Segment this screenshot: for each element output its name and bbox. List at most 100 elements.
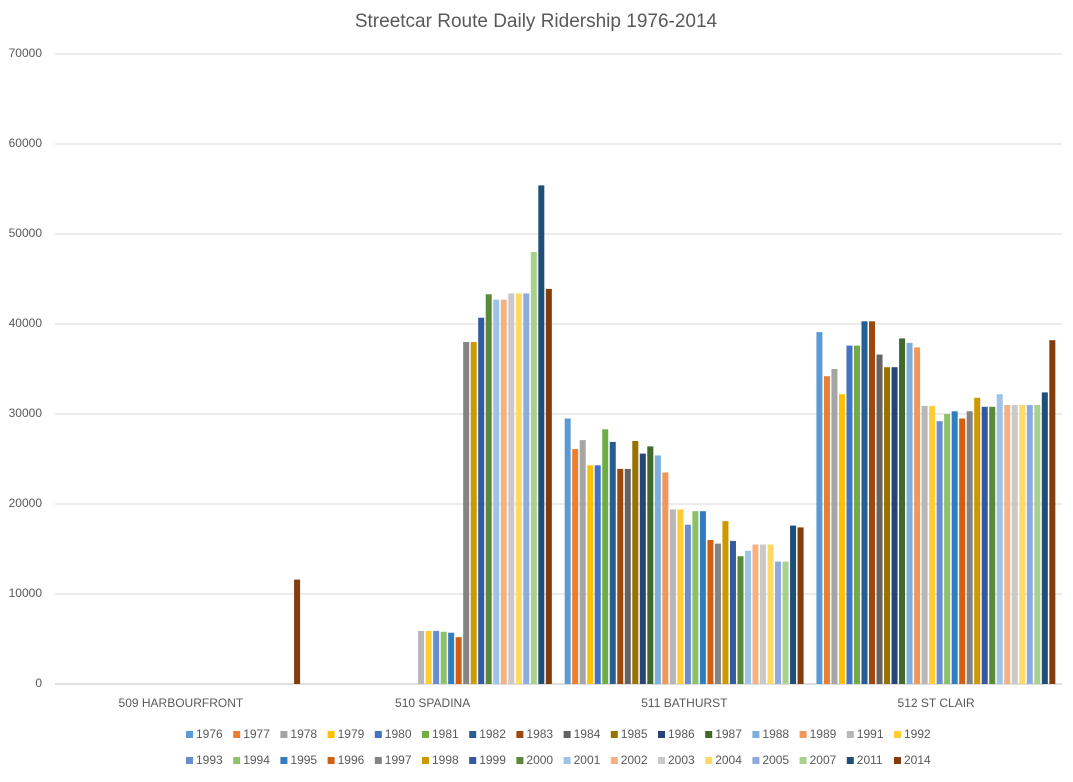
x-tick-label: 511 BATHURST [641,696,728,710]
legend-label: 1997 [385,753,412,767]
bar [722,521,729,684]
legend-label: 1976 [196,727,223,741]
bar [1049,340,1056,684]
bar [737,556,744,684]
bar [951,411,958,684]
bar [485,294,492,684]
bar [707,540,714,684]
legend-swatch [186,757,193,764]
legend-swatch [752,757,760,764]
legend-label: 1989 [810,727,837,741]
legend-label: 2005 [762,753,789,767]
legend-label: 2001 [574,753,601,767]
bar [929,405,936,684]
legend-swatch [610,731,618,738]
legend-swatch [894,757,901,764]
legend-label: 1980 [385,727,412,741]
legend-swatch [705,731,713,738]
y-tick-label: 50000 [9,226,43,240]
legend-swatch [516,757,524,764]
bar [767,544,774,684]
legend-swatch [516,731,524,738]
y-tick-label: 30000 [9,406,43,420]
bar [899,338,906,684]
bar [936,421,943,684]
bar [838,394,845,684]
bar [602,429,609,684]
bar [440,631,447,684]
legend-label: 1977 [243,727,270,741]
bar [478,317,485,684]
legend-swatch [846,731,854,738]
legend-swatch [280,757,288,764]
x-tick-label: 510 SPADINA [395,696,470,710]
bar [1019,405,1026,684]
bar [744,550,751,684]
legend-label: 2003 [668,753,695,767]
legend-swatch [422,731,429,738]
legend-label: 2002 [621,753,648,767]
bar [455,637,462,684]
bar [500,299,507,684]
legend-swatch [610,757,618,764]
bar [974,397,981,684]
bar [425,630,432,684]
bar [981,406,988,684]
chart-title: Streetcar Route Daily Ridership 1976-201… [355,11,718,32]
legend-swatch [469,731,477,738]
legend-label: 1978 [290,727,317,741]
legend-swatch [469,757,477,764]
bar [538,185,545,684]
legend-swatch [563,731,571,738]
bar [906,342,913,684]
bar [959,418,966,684]
bar [493,299,500,684]
x-tick-label: 512 ST CLAIR [898,696,975,710]
bar [797,527,804,684]
legend-label: 1987 [715,727,742,741]
legend-label: 1982 [479,727,506,741]
legend-swatch [327,731,335,738]
bar [1034,405,1041,684]
y-tick-label: 0 [35,676,42,690]
legend-label: 1992 [904,727,931,741]
bar [921,405,928,684]
legend-label: 1981 [432,727,459,741]
bar [647,446,654,684]
bar [463,342,470,684]
legend-swatch [563,757,571,764]
legend-swatch [658,757,665,764]
y-tick-label: 60000 [9,136,43,150]
bar [846,345,853,684]
bar [448,632,455,684]
bar [831,369,838,684]
legend-label: 1991 [857,727,884,741]
legend-label: 1994 [243,753,270,767]
bar [1011,405,1018,684]
legend-label: 1993 [196,753,223,767]
bar [853,345,860,684]
bar [1041,392,1048,684]
bar [617,468,624,684]
bar [692,511,699,684]
bar [515,293,522,684]
x-tick-label: 509 HARBOURFRONT [119,696,244,710]
legend-swatch [846,757,854,764]
legend-label: 2011 [857,753,883,767]
bar [639,453,646,684]
y-tick-label: 20000 [9,496,43,510]
bar [823,376,830,684]
legend-swatch [186,731,193,738]
bar [684,524,691,684]
bar [523,293,530,684]
legend-label: 1988 [762,727,789,741]
bar [996,394,1003,684]
bar [752,544,759,684]
bar [891,367,898,684]
legend-label: 1985 [621,727,648,741]
bar [508,293,515,684]
bar [572,449,579,684]
y-tick-label: 70000 [9,46,43,60]
bar [632,441,639,684]
legend-label: 2014 [904,753,931,767]
